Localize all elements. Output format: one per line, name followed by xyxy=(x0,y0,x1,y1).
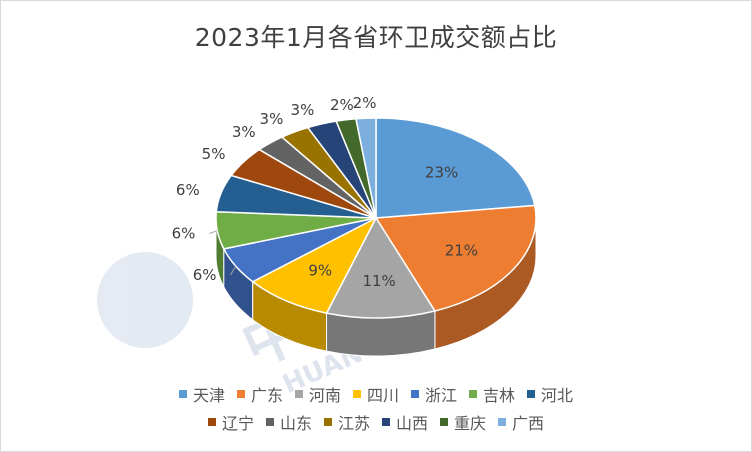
legend-label: 重庆 xyxy=(454,414,487,433)
data-label-山西: 3% xyxy=(291,101,315,119)
pie-slice-天津 xyxy=(375,117,536,219)
legend-label: 四川 xyxy=(366,386,399,405)
legend-swatch xyxy=(236,390,245,398)
data-label-山东: 3% xyxy=(232,123,256,141)
data-label-广西: 2% xyxy=(353,94,377,112)
legend-label: 河南 xyxy=(308,386,341,405)
legend-swatch xyxy=(265,418,274,426)
legend-swatch xyxy=(207,418,216,426)
legend-swatch xyxy=(498,418,507,426)
legend-swatch xyxy=(527,390,536,398)
legend-item: 河北 xyxy=(527,382,573,406)
legend-item: 重庆 xyxy=(440,410,486,434)
legend-item: 山西 xyxy=(382,410,428,434)
leader-line xyxy=(230,265,237,276)
pie-slice-四川 xyxy=(251,216,378,314)
legend-label: 浙江 xyxy=(425,386,458,405)
legend-swatch xyxy=(294,390,303,398)
legend-swatch xyxy=(352,390,361,398)
legend-swatch xyxy=(440,418,449,426)
legend-label: 辽宁 xyxy=(221,414,254,433)
legend-item: 天津 xyxy=(178,382,225,406)
legend-label: 广西 xyxy=(512,414,545,433)
data-label-吉林: 6% xyxy=(172,225,196,243)
legend-item: 辽宁 xyxy=(207,410,254,434)
data-label-江苏: 3% xyxy=(260,110,284,128)
legend-item: 吉林 xyxy=(469,382,515,406)
legend-label: 河北 xyxy=(541,386,574,405)
legend-label: 山西 xyxy=(396,414,429,433)
legend-item: 四川 xyxy=(352,382,399,406)
legend-label: 广东 xyxy=(250,386,283,405)
legend-row-2: 辽宁 山东 江苏 山西 重庆 广西 xyxy=(0,410,752,434)
legend-item: 广西 xyxy=(498,410,544,434)
data-label-重庆: 2% xyxy=(330,96,354,114)
legend-item: 河南 xyxy=(294,382,341,406)
legend-label: 吉林 xyxy=(483,386,516,405)
legend-label: 江苏 xyxy=(337,414,370,433)
legend-swatch xyxy=(178,390,187,398)
legend-swatch xyxy=(382,418,390,426)
legend-swatch xyxy=(323,418,332,426)
watermark-logo-icon xyxy=(97,252,193,348)
legend-item: 广东 xyxy=(236,382,283,406)
data-label-广东: 21% xyxy=(445,242,478,260)
data-label-河南: 11% xyxy=(362,272,395,290)
pie-slice-广西 xyxy=(355,117,377,219)
data-label-河北: 6% xyxy=(176,181,200,199)
chart-title: 2023年1月各省环卫成交额占比 xyxy=(194,23,558,52)
legend-item: 江苏 xyxy=(323,410,370,434)
legend-row-1: 天津 广东 河南 四川 浙江 吉林 河北 xyxy=(0,382,752,406)
leader-line xyxy=(209,230,218,235)
data-label-辽宁: 5% xyxy=(202,145,226,163)
legend-swatch xyxy=(411,390,419,398)
legend-swatch xyxy=(469,390,478,398)
legend-item: 山东 xyxy=(265,410,312,434)
data-label-天津: 23% xyxy=(425,163,458,181)
data-label-四川: 9% xyxy=(308,261,332,279)
legend-item: 浙江 xyxy=(411,382,457,406)
legend-label: 山东 xyxy=(279,414,312,433)
pie-slice-广东 xyxy=(374,204,537,312)
pie-slice-河南 xyxy=(325,216,437,319)
data-label-浙江: 6% xyxy=(193,266,217,284)
legend-label: 天津 xyxy=(192,386,225,405)
